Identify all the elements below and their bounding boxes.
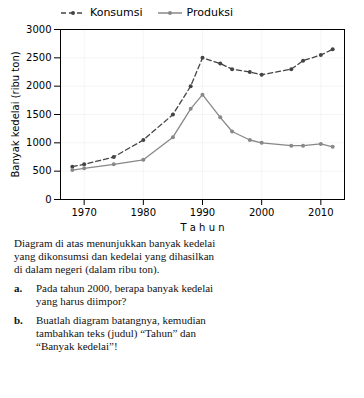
svg-text:1990: 1990 xyxy=(190,207,215,218)
svg-text:1980: 1980 xyxy=(131,207,156,218)
html-text:Diagram di atas menunjukkan ba: Diagram di atas menunjukkan banyak kedel… xyxy=(14,237,216,275)
svg-text:2500: 2500 xyxy=(26,52,51,63)
svg-text:500: 500 xyxy=(32,165,51,176)
html-text:Produksi: Produksi xyxy=(186,6,234,19)
html-text:b.: b. xyxy=(14,314,23,326)
svg-text:1000: 1000 xyxy=(26,137,51,148)
svg-text:T a h u n: T a h u n xyxy=(180,222,225,233)
svg-text:2010: 2010 xyxy=(308,207,333,218)
html-text:Konsumsi: Konsumsi xyxy=(90,6,143,19)
svg-text:3000: 3000 xyxy=(26,24,51,35)
html-text:Buatlah diagram batangnya, kem: Buatlah diagram batangnya, kemudian tamb… xyxy=(36,314,206,352)
svg-text:0: 0 xyxy=(45,194,51,205)
html-text:a.: a. xyxy=(14,282,23,294)
svg-text:1500: 1500 xyxy=(26,109,51,120)
svg-text:1970: 1970 xyxy=(71,207,96,218)
html-text:Pada tahun 2000, berapa banyak: Pada tahun 2000, berapa banyak kedelai y… xyxy=(36,282,214,307)
svg-text:2000: 2000 xyxy=(249,207,274,218)
svg-text:Banyak kedelai (ribu ton): Banyak kedelai (ribu ton) xyxy=(10,51,21,177)
svg-text:2000: 2000 xyxy=(26,80,51,91)
